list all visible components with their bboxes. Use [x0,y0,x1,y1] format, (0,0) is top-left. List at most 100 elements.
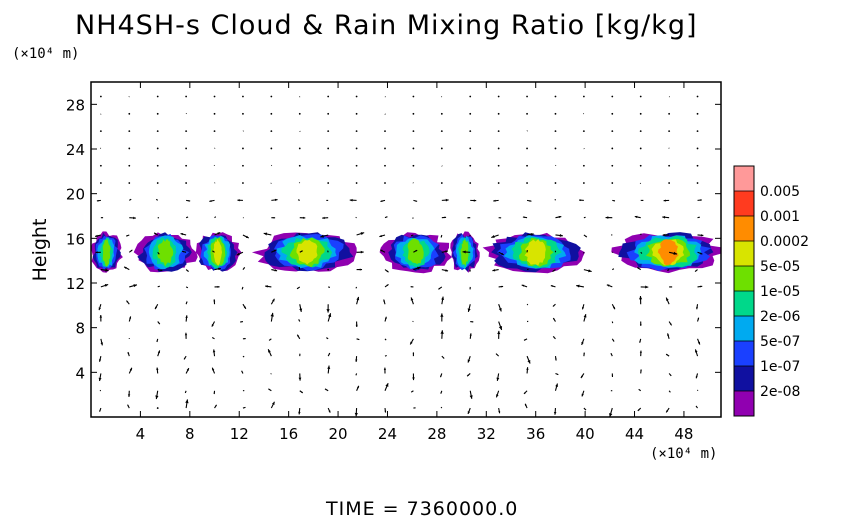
wind-vector [99,304,101,310]
wind-vector [356,130,358,132]
wind-vector [469,113,471,115]
wind-vector [555,148,557,150]
wind-vector [270,130,272,132]
colorbar-label: 0.005 [760,184,800,200]
wind-vector [584,314,587,321]
wind-vector [698,339,700,345]
wind-vector [611,165,613,167]
wind-vector [186,302,187,305]
wind-vector [468,408,470,414]
wind-vector [441,148,443,150]
wind-vector [584,408,586,410]
wind-vector [156,368,158,374]
wind-vector [243,356,244,357]
wind-vector [270,148,272,150]
x-tick-label: 16 [279,425,298,443]
wind-vector [356,113,358,115]
wind-vector [410,339,413,345]
wind-vector [328,313,331,321]
wind-vector [100,339,103,346]
wind-vector [385,355,387,356]
wind-vector [242,182,244,184]
wind-vector [581,373,584,378]
wind-vector [126,301,129,305]
wind-vector [555,356,557,360]
wind-vector [213,299,215,304]
colorbar-label: 1e-05 [760,284,800,300]
wind-vector [555,251,556,252]
wind-vector [640,351,642,357]
wind-vector [497,331,500,339]
wind-vector [212,322,215,327]
wind-vector [214,391,215,394]
wind-vector [640,183,641,184]
y-tick-label: 20 [66,186,85,204]
wind-vector [441,297,444,305]
wind-vector [640,322,642,326]
wind-vector [696,373,698,378]
cloud-cluster [252,232,357,271]
wind-vector [265,285,271,287]
wind-vector [129,368,132,374]
wind-vector [99,408,100,412]
wind-vector [612,373,613,377]
wind-vector [555,130,557,132]
wind-vector [641,200,644,201]
wind-vector [583,130,585,132]
colorbar-label: 5e-07 [760,334,800,350]
wind-vector [555,113,557,115]
colorbar-label: 0.0002 [760,234,809,250]
wind-vector [413,96,415,98]
wind-vector [526,367,528,373]
wind-vector [270,113,272,115]
wind-vector [524,339,527,341]
wind-vector [606,216,613,219]
wind-vector [553,318,555,321]
colorbar-label: 5e-05 [760,259,800,275]
wind-vector [327,165,329,167]
wind-vector [468,356,471,362]
wind-vector [638,408,641,411]
wind-vector [186,217,188,218]
wind-vector [269,339,271,341]
wind-vector [129,199,131,200]
wind-vector [328,251,329,253]
wind-vector [640,148,642,150]
wind-vector [356,165,358,167]
wind-vector [527,269,528,270]
wind-vector [583,96,585,98]
wind-vector [157,113,159,115]
wind-vector [498,130,500,132]
wind-vector [384,148,386,150]
wind-vector [576,285,584,288]
wind-vector [669,286,672,287]
colorbar-swatch [734,216,754,241]
wind-vector [493,200,498,202]
wind-vector [299,113,301,115]
wind-vector [584,235,587,237]
wind-vector [499,322,502,330]
wind-vector [128,405,130,408]
wind-vector [440,330,443,339]
wind-vector [470,199,476,201]
wind-vector [668,113,670,115]
wind-vector [100,165,102,167]
wind-vector [181,233,187,235]
wind-vector [300,391,303,393]
wind-vector [525,404,527,408]
wind-vector [243,407,246,408]
wind-vector [101,284,108,287]
colorbar-swatch [734,316,754,341]
wind-vector [385,270,389,273]
wind-vector [523,216,527,218]
x-tick-label: 40 [576,425,595,443]
wind-vector [184,356,186,359]
wind-vector [101,217,103,218]
wind-vector [299,373,302,380]
wind-vector [242,148,244,150]
wind-vector [498,165,500,167]
wind-vector [185,165,187,167]
wind-vector [611,353,612,356]
wind-vector [527,200,531,202]
wind-vector [555,234,562,237]
